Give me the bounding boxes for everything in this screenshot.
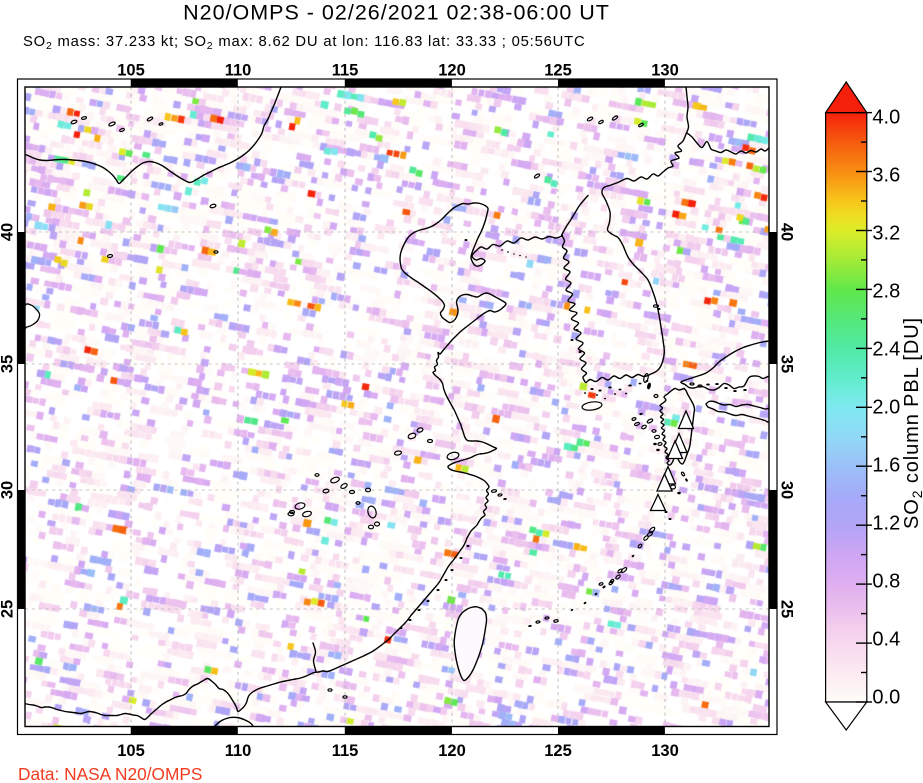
svg-text:30: 30: [0, 481, 17, 499]
svg-text:30: 30: [778, 481, 796, 499]
svg-text:2.4: 2.4: [872, 339, 900, 361]
svg-text:35: 35: [0, 355, 17, 373]
svg-text:2.8: 2.8: [872, 281, 900, 303]
svg-text:105: 105: [117, 62, 145, 80]
svg-text:40: 40: [0, 223, 17, 241]
svg-text:SO2 column PBL [DU]: SO2 column PBL [DU]: [901, 317, 923, 529]
svg-text:4.0: 4.0: [872, 107, 900, 129]
svg-text:2.0: 2.0: [872, 397, 900, 419]
svg-text:130: 130: [651, 62, 679, 80]
svg-text:105: 105: [117, 742, 145, 760]
svg-text:1.6: 1.6: [872, 455, 900, 477]
svg-text:110: 110: [225, 62, 252, 80]
svg-text:130: 130: [651, 742, 679, 760]
svg-text:115: 115: [332, 742, 359, 760]
svg-text:35: 35: [778, 355, 796, 373]
svg-text:3.2: 3.2: [872, 223, 900, 245]
svg-text:115: 115: [332, 62, 359, 80]
svg-text:1.2: 1.2: [872, 513, 900, 535]
svg-text:SO2 mass: 37.233 kt; SO2 max:: SO2 mass: 37.233 kt; SO2 max: 8.62 DU at…: [23, 34, 585, 52]
svg-text:N20/OMPS - 02/26/2021 02:38-06: N20/OMPS - 02/26/2021 02:38-06:00 UT: [183, 1, 610, 25]
svg-text:Data: NASA N20/OMPS: Data: NASA N20/OMPS: [18, 764, 202, 783]
svg-text:40: 40: [778, 223, 796, 241]
svg-text:0.4: 0.4: [872, 629, 900, 651]
svg-text:0.0: 0.0: [872, 687, 900, 709]
svg-text:0.8: 0.8: [872, 571, 900, 593]
svg-text:125: 125: [544, 742, 572, 760]
svg-text:3.6: 3.6: [872, 165, 900, 187]
svg-text:25: 25: [778, 600, 796, 618]
svg-text:120: 120: [438, 742, 466, 760]
svg-text:120: 120: [438, 62, 466, 80]
svg-text:25: 25: [0, 600, 17, 618]
svg-text:110: 110: [225, 742, 252, 760]
svg-text:125: 125: [544, 62, 572, 80]
